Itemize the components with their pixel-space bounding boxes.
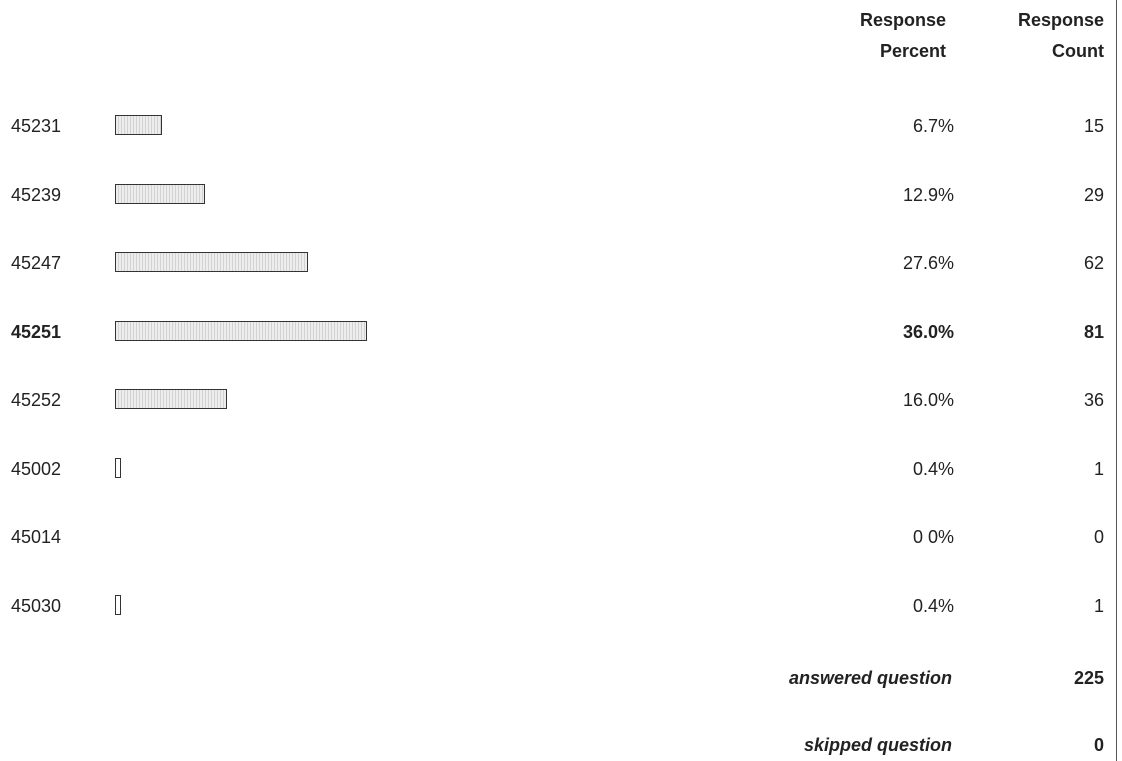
response-bar <box>115 594 121 615</box>
response-percent: 0.4% <box>912 458 954 479</box>
table-row: 45247 27.6% 62 <box>0 243 1116 283</box>
response-percent: 16.0% <box>902 390 954 410</box>
response-count-header: Response Count <box>966 5 1104 67</box>
table-row: 45030 0.4% 1 <box>0 586 1116 626</box>
response-count-header-line2: Count <box>1052 41 1104 61</box>
row-label: 45247 <box>11 253 62 273</box>
response-count: 36 <box>1083 390 1104 410</box>
skipped-question-value: 0 <box>1093 735 1104 755</box>
response-count: 81 <box>1083 321 1104 342</box>
response-percent-header: Response Percent <box>820 5 946 67</box>
row-label: 45231 <box>11 116 62 136</box>
response-percent: 0.4% <box>912 595 954 616</box>
row-label: 45251 <box>11 321 62 342</box>
response-bar <box>115 320 367 341</box>
skipped-question-label: skipped question <box>803 735 952 755</box>
table-row: 45231 6.7% 15 <box>0 106 1116 146</box>
response-percent-header-line1: Response <box>859 10 946 30</box>
row-label: 45030 <box>11 595 62 616</box>
response-count: 1 <box>1093 458 1104 479</box>
row-label: 45002 <box>11 458 62 479</box>
response-count-header-line1: Response <box>1017 10 1104 30</box>
response-percent: 27.6% <box>902 253 954 273</box>
answered-question-label: answered question <box>788 668 952 688</box>
response-percent: 36.0% <box>902 321 954 342</box>
response-bar <box>115 389 227 409</box>
row-label: 45014 <box>11 527 62 547</box>
table-row: 45251 36.0% 81 <box>0 312 1116 352</box>
response-bar <box>115 115 162 135</box>
table-row: 45002 0.4% 1 <box>0 449 1116 489</box>
response-count: 1 <box>1093 595 1104 616</box>
table-row: 45014 0 0% 0 <box>0 517 1116 557</box>
response-percent: 6.7% <box>912 116 954 136</box>
table-right-border <box>1116 0 1117 761</box>
row-label: 45239 <box>11 184 62 205</box>
response-count: 62 <box>1083 253 1104 273</box>
response-count: 0 <box>1093 527 1104 547</box>
response-bar <box>115 457 121 478</box>
table-row: 45239 12.9% 29 <box>0 175 1116 215</box>
response-bar <box>115 183 206 204</box>
response-percent-header-line2: Percent <box>879 41 946 61</box>
response-percent: 0 0% <box>912 527 954 547</box>
response-table: 45231 6.7% 15 45239 12.9% 29 45247 27.6% 62 45251… <box>0 106 1116 626</box>
response-bar <box>115 252 309 272</box>
table-row: 45252 16.0% 36 <box>0 380 1116 420</box>
answered-question-value: 225 <box>1073 668 1104 688</box>
response-count: 15 <box>1083 116 1104 136</box>
response-percent: 12.9% <box>902 184 954 205</box>
response-count: 29 <box>1083 184 1104 205</box>
row-label: 45252 <box>11 390 62 410</box>
